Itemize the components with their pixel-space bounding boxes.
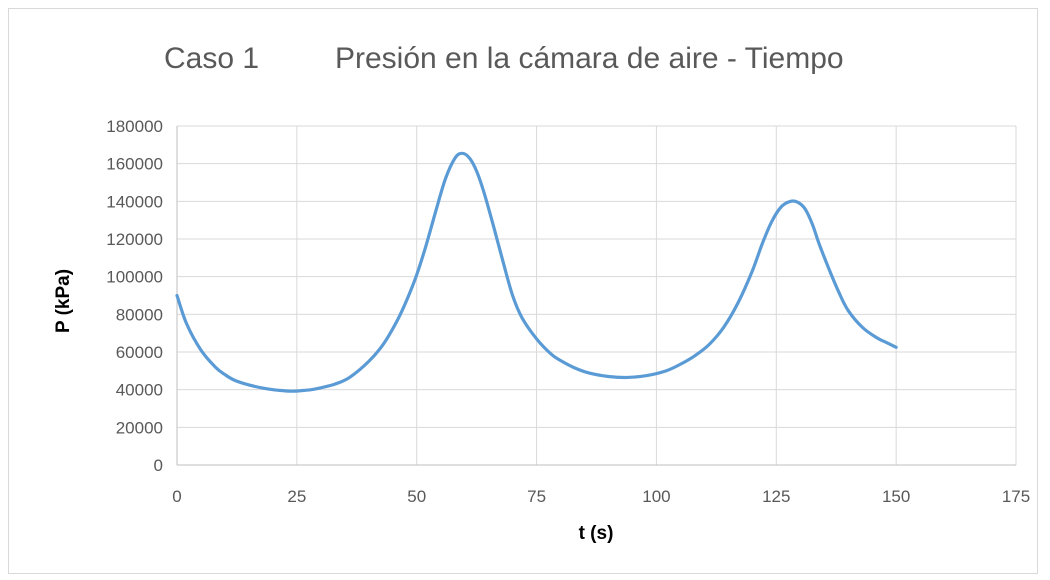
y-axis-title: P (kPa) (53, 269, 74, 333)
series-line (175, 151, 898, 393)
chart-svg: Caso 1 Presión en la cámara de aire - Ti… (53, 42, 1030, 544)
y-tick-label: 120000 (106, 230, 163, 249)
axis-layer (176, 126, 1016, 466)
x-tick-label: 150 (882, 487, 910, 506)
y-tick-label: 60000 (116, 343, 163, 362)
chart-title-right: Presión en la cámara de aire - Tiempo (335, 42, 844, 75)
grid-layer (177, 125, 1017, 465)
y-tick-label: 20000 (116, 418, 163, 437)
tick-layer: 0 20000 40000 60000 80000 100000 120000 140000 1… (106, 117, 1030, 506)
y-tick-label: 160000 (106, 155, 163, 174)
x-axis-title: t (s) (579, 523, 614, 544)
x-tick-label: 50 (407, 487, 426, 506)
series-layer (175, 151, 898, 393)
chart-frame: Caso 1 Presión en la cámara de aire - Ti… (8, 8, 1038, 574)
x-tick-label: 100 (642, 487, 670, 506)
y-tick-label: 180000 (106, 117, 163, 136)
y-tick-label: 40000 (116, 381, 163, 400)
y-tick-label: 80000 (116, 305, 163, 324)
x-tick-label: 125 (762, 487, 790, 506)
y-tick-label: 0 (154, 456, 163, 475)
x-tick-label: 25 (287, 487, 306, 506)
chart-title-left: Caso 1 (164, 42, 259, 75)
x-tick-label: 175 (1002, 487, 1030, 506)
y-tick-label: 140000 (106, 192, 163, 211)
x-tick-label: 75 (527, 487, 546, 506)
y-tick-label: 100000 (106, 268, 163, 287)
x-tick-label: 0 (172, 487, 181, 506)
